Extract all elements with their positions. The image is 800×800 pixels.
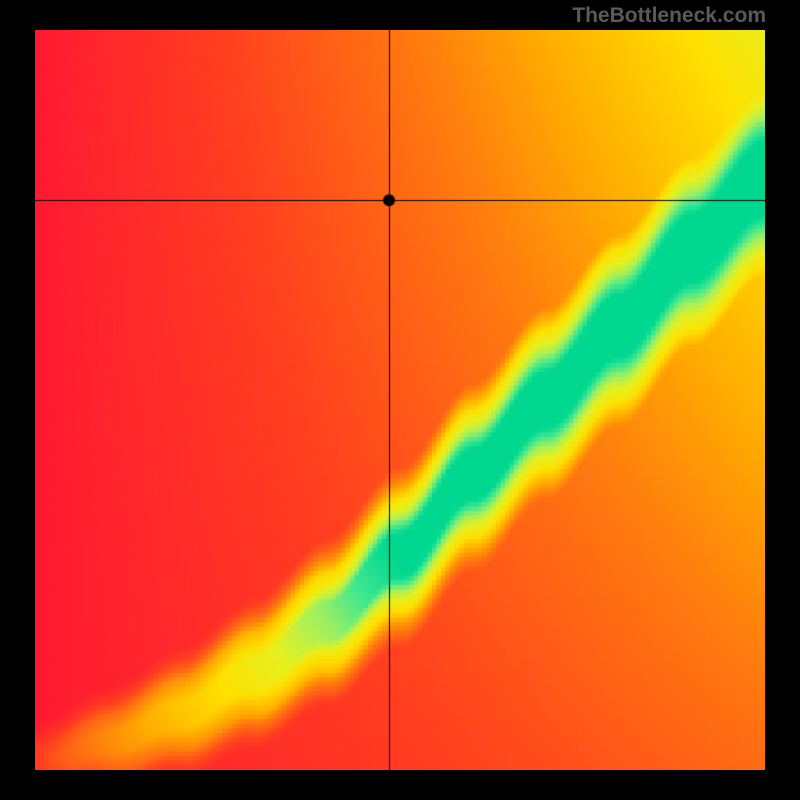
watermark-text: TheBottleneck.com: [572, 4, 766, 28]
plot-frame-bottom: [0, 770, 800, 800]
plot-frame-right: [765, 30, 800, 770]
crosshair-overlay: [35, 30, 765, 770]
plot-frame-left: [0, 30, 35, 770]
